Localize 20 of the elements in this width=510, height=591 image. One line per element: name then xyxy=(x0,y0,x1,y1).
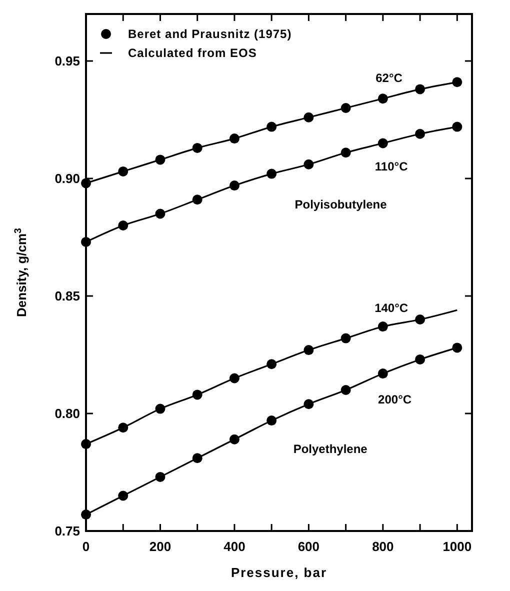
x-tick-label: 1000 xyxy=(442,539,472,554)
x-tick-label: 800 xyxy=(372,539,394,554)
annotation: Polyisobutylene xyxy=(294,197,388,212)
y-tick-label: 0.80 xyxy=(54,406,80,422)
x-axis-title: Pressure, bar xyxy=(230,565,328,580)
y-tick-label: 0.75 xyxy=(54,524,80,539)
legend-label: Calculated from EOS xyxy=(128,46,257,60)
legend-label: Beret and Prausnitz (1975) xyxy=(128,27,292,42)
y-tick-label: 0.85 xyxy=(54,288,80,304)
x-tick-label: 400 xyxy=(224,539,246,554)
y-tick-label: 0.95 xyxy=(54,54,80,69)
annotation: 62°C xyxy=(376,70,403,85)
x-tick-label: 600 xyxy=(298,539,320,554)
annotation: 200°C xyxy=(378,392,412,406)
y-tick-label: 0.90 xyxy=(54,171,80,186)
annotation: 110°C xyxy=(374,160,408,174)
x-tick-label: 200 xyxy=(149,539,172,554)
annotation: Polyethylene xyxy=(293,442,368,456)
annotation: 140°C xyxy=(374,300,408,315)
x-tick-label: 0 xyxy=(82,539,90,554)
